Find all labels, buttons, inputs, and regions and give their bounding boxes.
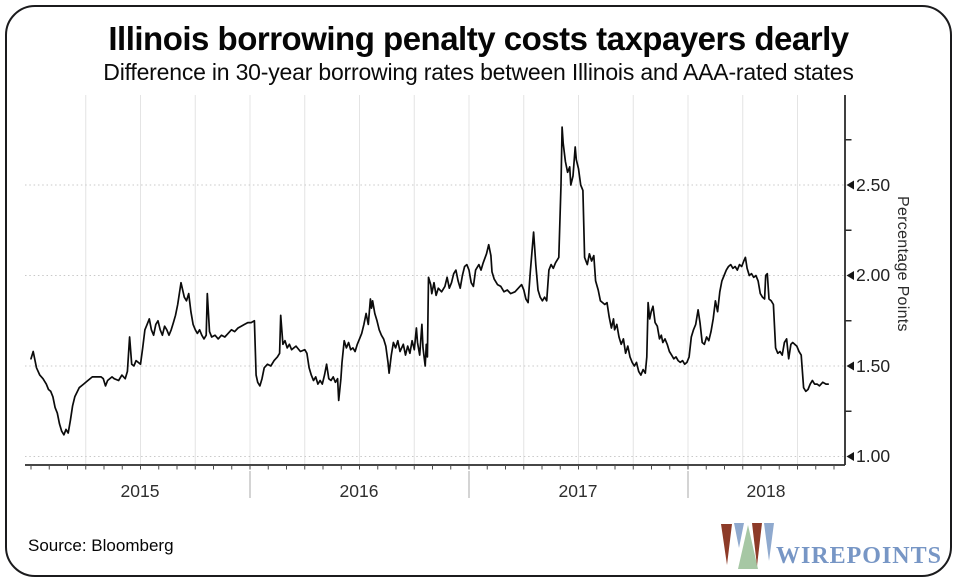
page-subtitle: Difference in 30-year borrowing rates be… (103, 59, 854, 85)
logo-spike-maroon-right (751, 523, 762, 566)
wirepoints-logo-mark-icon (720, 523, 774, 569)
y-tick-label-2-00: 2.00 (856, 265, 891, 285)
x-tick-label-2016: 2016 (339, 481, 379, 501)
logo-spike-green (737, 525, 758, 569)
logo-spike-blue-short (733, 523, 744, 548)
x-tick-label-2017: 2017 (558, 481, 598, 501)
logo-spike-maroon-left (720, 524, 732, 565)
y-tick-label-1-00: 1.00 (856, 446, 891, 466)
page-title: Illinois borrowing penalty costs taxpaye… (108, 20, 849, 57)
x-tick-label-2018: 2018 (746, 481, 786, 501)
logo-spike-blue-right (763, 523, 774, 561)
y-tick-label-1-50: 1.50 (856, 356, 891, 376)
wirepoints-logo: WIREPOINTS (719, 521, 942, 571)
y-tick-label-2-50: 2.50 (856, 175, 891, 195)
source-credit: Source: Bloomberg (28, 536, 174, 555)
x-tick-label-2015: 2015 (120, 481, 160, 501)
y-axis-title: Percentage Points (894, 196, 911, 332)
brand-text: WIREPOINTS (775, 543, 942, 569)
